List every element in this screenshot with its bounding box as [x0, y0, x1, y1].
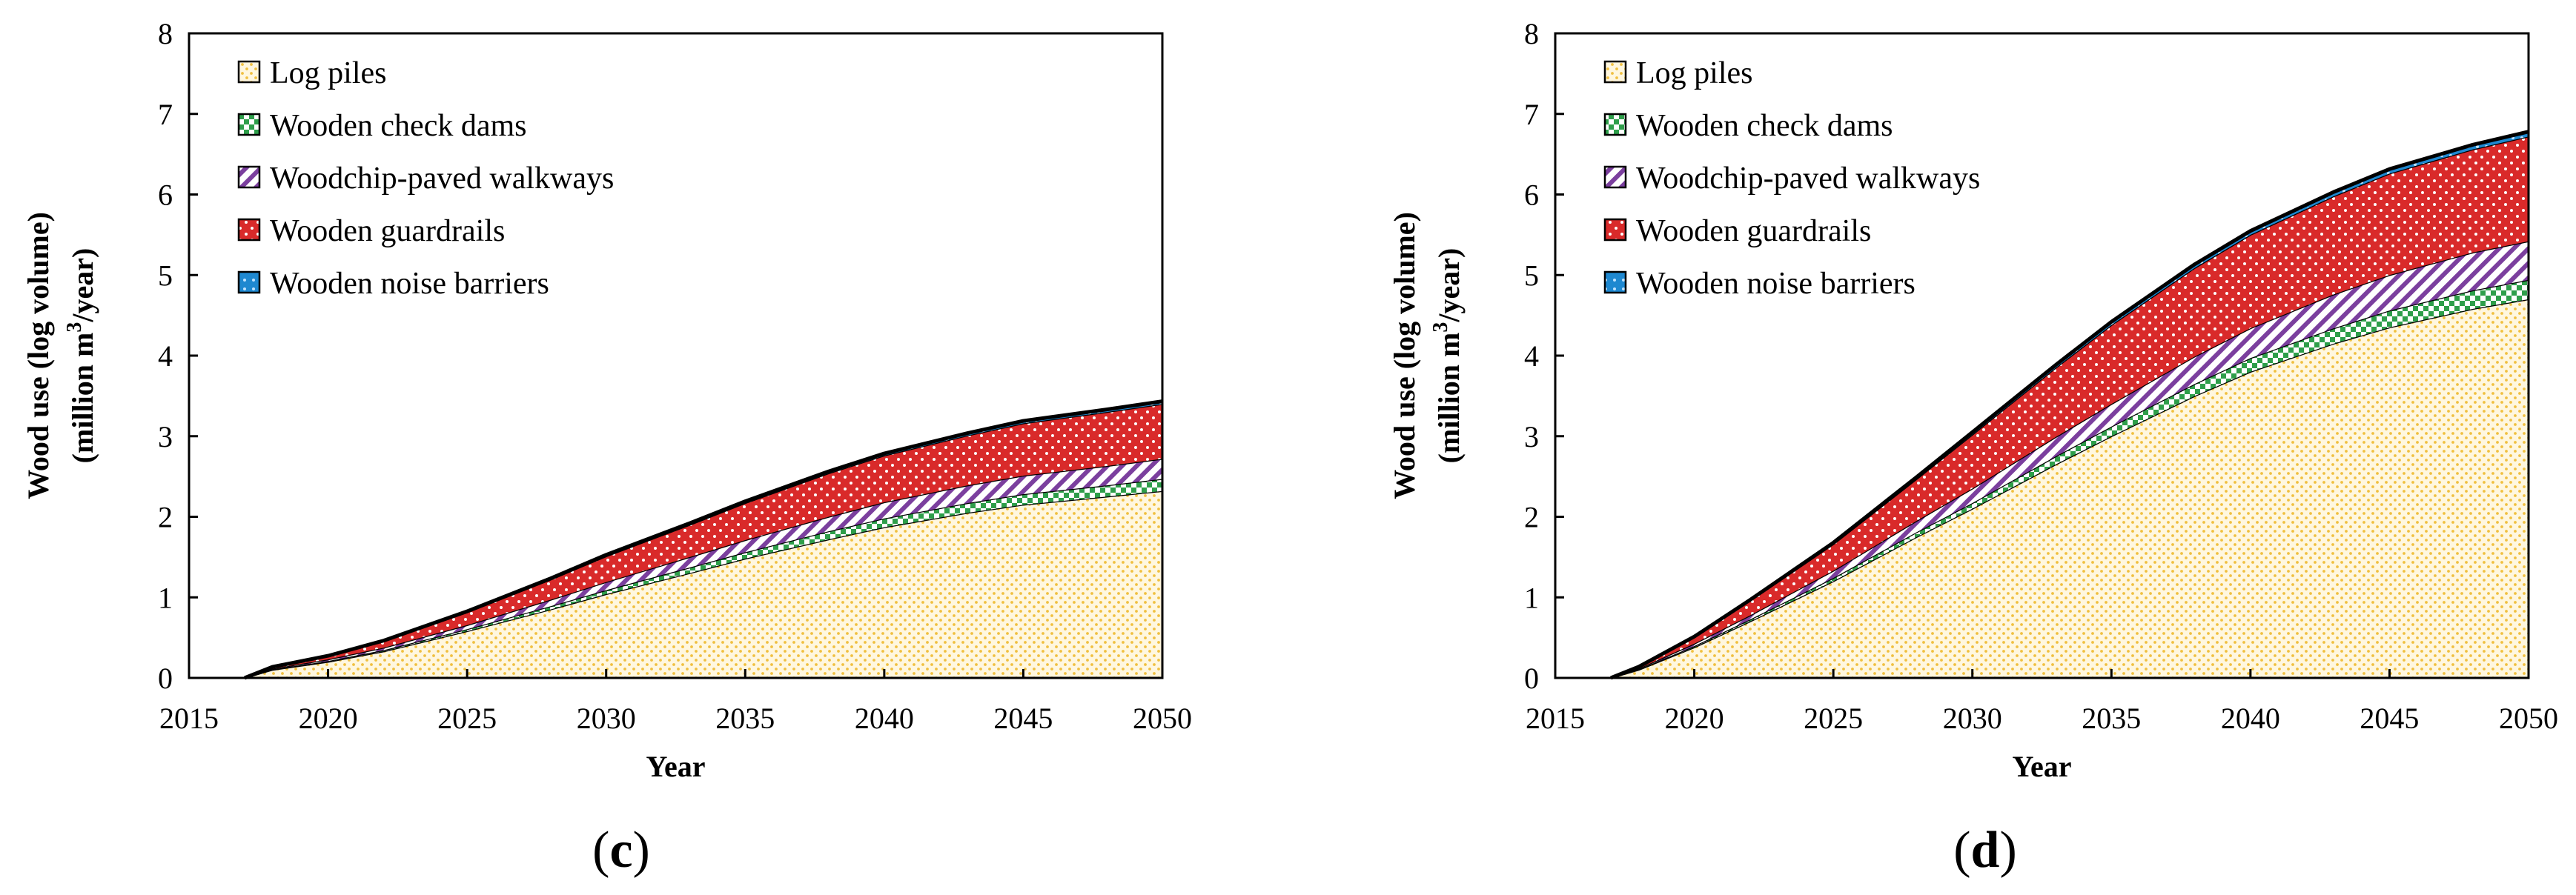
- x-tick-label: 2050: [1133, 702, 1192, 735]
- legend-item: Wooden noise barriers: [237, 267, 549, 301]
- x-tick-label: 2040: [855, 702, 914, 735]
- y-axis-title-line2: (million m3/year): [1429, 248, 1466, 464]
- y-axis-title-sup: 3: [63, 322, 86, 333]
- y-tick-label: 8: [1524, 17, 1539, 50]
- x-tick-label: 2035: [715, 702, 775, 735]
- y-tick-label: 1: [1524, 581, 1539, 614]
- x-tick-label: 2025: [1804, 702, 1863, 735]
- area-wooden-guardrails: [1611, 136, 2529, 678]
- x-tick-label: 2045: [2360, 702, 2419, 735]
- panel-label-letter: c: [609, 822, 632, 879]
- x-tick-label: 2025: [437, 702, 497, 735]
- y-tick-label: 6: [158, 179, 173, 212]
- y-axis-title-sup: 3: [1429, 322, 1452, 333]
- legend-label: Log piles: [1636, 56, 1752, 90]
- legend-swatch: [237, 165, 261, 189]
- y-axis-title-post: /year): [66, 248, 99, 323]
- x-tick-label: 2030: [577, 702, 636, 735]
- y-tick-label: 0: [158, 662, 173, 695]
- panel-label: (d): [1953, 822, 2017, 879]
- boundary-line: [1610, 130, 2529, 680]
- y-tick-label: 3: [1524, 420, 1539, 453]
- x-tick-label: 2030: [1943, 702, 2002, 735]
- legend-swatch: [1603, 218, 1627, 242]
- legend-label: Wooden check dams: [270, 109, 527, 143]
- panel-label-close: ): [633, 822, 650, 879]
- legend-item: Woodchip-paved walkways: [237, 162, 614, 196]
- y-tick-label: 8: [158, 17, 173, 50]
- area-log-piles: [1611, 299, 2529, 678]
- x-tick-label: 2045: [993, 702, 1053, 735]
- y-axis-title-pre: (million m: [66, 333, 99, 464]
- legend-item: Wooden check dams: [237, 109, 527, 143]
- y-axis-title-line2: (million m3/year): [63, 248, 99, 464]
- legend-item: Log piles: [237, 56, 386, 90]
- legend-swatch: [237, 113, 261, 136]
- legend-swatch: [237, 270, 261, 294]
- y-axis-title-pre: (million m: [1432, 333, 1466, 464]
- x-tick-label: 2035: [2082, 702, 2141, 735]
- legend-item: Wooden guardrails: [1603, 214, 1871, 248]
- panel-label: (c): [592, 822, 650, 879]
- x-axis-title: Year: [2013, 750, 2072, 783]
- chart-panel-c: 0 1 2 3 4 5 6 7 8 2015 2020 2025 2030 2035 2040 2045 205…: [21, 17, 1192, 879]
- panel-label-open: (: [592, 822, 609, 879]
- y-axis-title-post: /year): [1432, 248, 1466, 323]
- y-tick-label: 0: [1524, 662, 1539, 695]
- chart-panel-d: 0 1 2 3 4 5 6 7 8 2015 2020 2025 2030 2035 2040 2045 205…: [1388, 17, 2558, 879]
- y-tick-label: 7: [158, 98, 173, 131]
- legend-item: Wooden guardrails: [237, 214, 505, 248]
- area-wooden-guardrails: [245, 404, 1162, 678]
- x-tick-label: 2020: [299, 702, 358, 735]
- legend-label: Wooden guardrails: [270, 214, 505, 248]
- x-axis-title: Year: [646, 750, 706, 783]
- x-tick-label: 2020: [1665, 702, 1724, 735]
- y-axis-title-line1: Wood use (log volume): [21, 212, 55, 499]
- panel-label-open: (: [1953, 822, 1970, 879]
- panel-label-letter: d: [1971, 822, 2000, 879]
- legend-item: Wooden noise barriers: [1603, 267, 1916, 301]
- x-tick-label: 2050: [2499, 702, 2558, 735]
- y-tick-label: 7: [1524, 98, 1539, 131]
- y-tick-label: 4: [1524, 339, 1539, 373]
- legend-label: Wooden noise barriers: [270, 267, 549, 301]
- boundary-line: [244, 399, 1163, 680]
- legend-swatch: [237, 60, 261, 84]
- legend-label: Wooden check dams: [1636, 109, 1893, 143]
- y-tick-label: 3: [158, 420, 173, 453]
- legend-item: Woodchip-paved walkways: [1603, 162, 1980, 196]
- x-tick-label: 2015: [159, 702, 219, 735]
- x-tick-label: 2040: [2221, 702, 2280, 735]
- legend-label: Woodchip-paved walkways: [1636, 162, 1980, 196]
- legend-label: Wooden guardrails: [1636, 214, 1871, 248]
- y-tick-label: 5: [158, 259, 173, 292]
- y-axis-title-line1: Wood use (log volume): [1388, 212, 1421, 499]
- legend-swatch: [1603, 113, 1627, 136]
- area-log-piles: [245, 490, 1162, 678]
- y-tick-label: 6: [1524, 179, 1539, 212]
- legend-swatch: [1603, 60, 1627, 84]
- legend-item: Wooden check dams: [1603, 109, 1893, 143]
- legend-swatch: [1603, 270, 1627, 294]
- legend-swatch: [237, 218, 261, 242]
- y-tick-label: 4: [158, 339, 173, 373]
- area-woodchip-paved-walkways: [1611, 241, 2529, 679]
- x-tick-label: 2015: [1526, 702, 1585, 735]
- y-tick-label: 1: [158, 581, 173, 614]
- y-tick-label: 2: [1524, 501, 1539, 534]
- legend-swatch: [1603, 165, 1627, 189]
- legend-label: Wooden noise barriers: [1636, 267, 1916, 301]
- y-tick-label: 2: [158, 501, 173, 534]
- legend-label: Woodchip-paved walkways: [270, 162, 614, 196]
- y-tick-label: 5: [1524, 259, 1539, 292]
- legend-label: Log piles: [270, 56, 386, 90]
- legend-item: Log piles: [1603, 56, 1752, 90]
- panel-label-close: ): [1999, 822, 2016, 879]
